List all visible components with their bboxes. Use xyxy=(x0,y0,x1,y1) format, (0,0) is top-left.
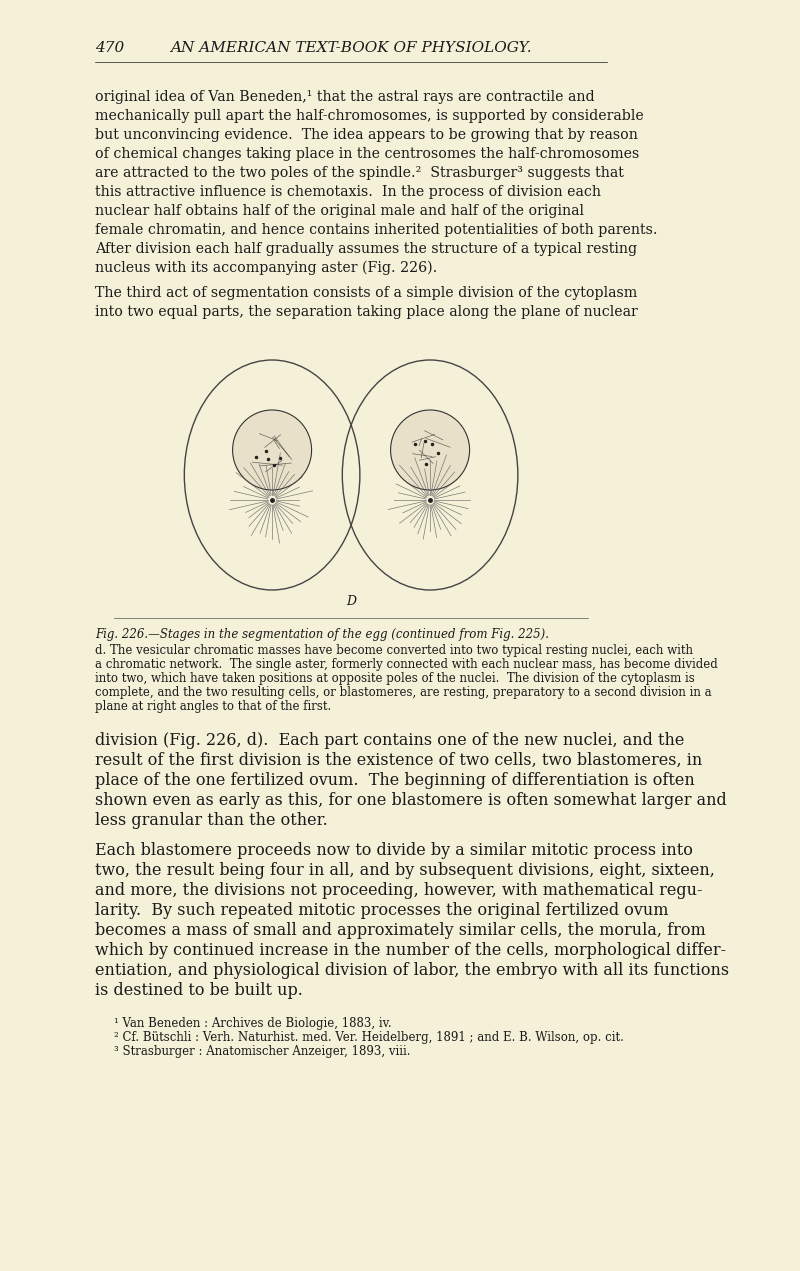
Text: nucleus with its accompanying aster (Fig. 226).: nucleus with its accompanying aster (Fig… xyxy=(94,261,437,276)
Text: into two equal parts, the separation taking place along the plane of nuclear: into two equal parts, the separation tak… xyxy=(94,305,638,319)
Text: AN AMERICAN TEXT-BOOK OF PHYSIOLOGY.: AN AMERICAN TEXT-BOOK OF PHYSIOLOGY. xyxy=(170,41,532,55)
Text: nuclear half obtains half of the original male and half of the original: nuclear half obtains half of the origina… xyxy=(94,205,584,219)
Text: plane at right angles to that of the first.: plane at right angles to that of the fir… xyxy=(94,700,331,713)
Text: complete, and the two resulting cells, or blastomeres, are resting, preparatory : complete, and the two resulting cells, o… xyxy=(94,686,711,699)
Text: of chemical changes taking place in the centrosomes the half-chromosomes: of chemical changes taking place in the … xyxy=(94,147,639,161)
Text: D: D xyxy=(346,595,356,608)
Text: 470: 470 xyxy=(94,41,124,55)
Text: Fig. 226.—Stages in the segmentation of the egg (continued from Fig. 225).: Fig. 226.—Stages in the segmentation of … xyxy=(94,628,549,641)
Text: which by continued increase in the number of the cells, morphological differ-: which by continued increase in the numbe… xyxy=(94,942,726,960)
Text: are attracted to the two poles of the spindle.²  Strasburger³ suggests that: are attracted to the two poles of the sp… xyxy=(94,167,624,180)
Text: this attractive influence is chemotaxis.  In the process of division each: this attractive influence is chemotaxis.… xyxy=(94,186,601,200)
Ellipse shape xyxy=(233,411,311,491)
Text: a chromatic network.  The single aster, formerly connected with each nuclear mas: a chromatic network. The single aster, f… xyxy=(94,658,718,671)
Text: mechanically pull apart the half-chromosomes, is supported by considerable: mechanically pull apart the half-chromos… xyxy=(94,109,643,123)
Text: ¹ Van Beneden : Archives de Biologie, 1883, iv.: ¹ Van Beneden : Archives de Biologie, 18… xyxy=(114,1017,392,1030)
Text: After division each half gradually assumes the structure of a typical resting: After division each half gradually assum… xyxy=(94,241,637,255)
Text: female chromatin, and hence contains inherited potentialities of both parents.: female chromatin, and hence contains inh… xyxy=(94,222,658,236)
Text: d. The vesicular chromatic masses have become converted into two typical resting: d. The vesicular chromatic masses have b… xyxy=(94,644,693,657)
Text: entiation, and physiological division of labor, the embryo with all its function: entiation, and physiological division of… xyxy=(94,962,729,979)
Text: place of the one fertilized ovum.  The beginning of differentiation is often: place of the one fertilized ovum. The be… xyxy=(94,771,694,789)
Text: result of the first division is the existence of two cells, two blastomeres, in: result of the first division is the exis… xyxy=(94,752,702,769)
Text: into two, which have taken positions at opposite poles of the nuclei.  The divis: into two, which have taken positions at … xyxy=(94,672,694,685)
Text: is destined to be built up.: is destined to be built up. xyxy=(94,982,302,999)
Text: and more, the divisions not proceeding, however, with mathematical regu-: and more, the divisions not proceeding, … xyxy=(94,882,702,899)
Text: less granular than the other.: less granular than the other. xyxy=(94,812,327,829)
Text: The third act of segmentation consists of a simple division of the cytoplasm: The third act of segmentation consists o… xyxy=(94,286,637,300)
Text: Each blastomere proceeds now to divide by a similar mitotic process into: Each blastomere proceeds now to divide b… xyxy=(94,841,693,859)
Text: division (Fig. 226, d).  Each part contains one of the new nuclei, and the: division (Fig. 226, d). Each part contai… xyxy=(94,732,684,749)
Text: ² Cf. Bütschli : Verh. Naturhist. med. Ver. Heidelberg, 1891 ; and E. B. Wilson,: ² Cf. Bütschli : Verh. Naturhist. med. V… xyxy=(114,1031,624,1043)
Text: two, the result being four in all, and by subsequent divisions, eight, sixteen,: two, the result being four in all, and b… xyxy=(94,862,714,880)
Text: larity.  By such repeated mitotic processes the original fertilized ovum: larity. By such repeated mitotic process… xyxy=(94,902,668,919)
Text: shown even as early as this, for one blastomere is often somewhat larger and: shown even as early as this, for one bla… xyxy=(94,792,726,810)
Text: but unconvincing evidence.  The idea appears to be growing that by reason: but unconvincing evidence. The idea appe… xyxy=(94,128,638,142)
Text: ³ Strasburger : Anatomischer Anzeiger, 1893, viii.: ³ Strasburger : Anatomischer Anzeiger, 1… xyxy=(114,1045,410,1057)
Ellipse shape xyxy=(390,411,470,491)
Text: becomes a mass of small and approximately similar cells, the morula, from: becomes a mass of small and approximatel… xyxy=(94,921,706,939)
Text: original idea of Van Beneden,¹ that the astral rays are contractile and: original idea of Van Beneden,¹ that the … xyxy=(94,90,594,104)
